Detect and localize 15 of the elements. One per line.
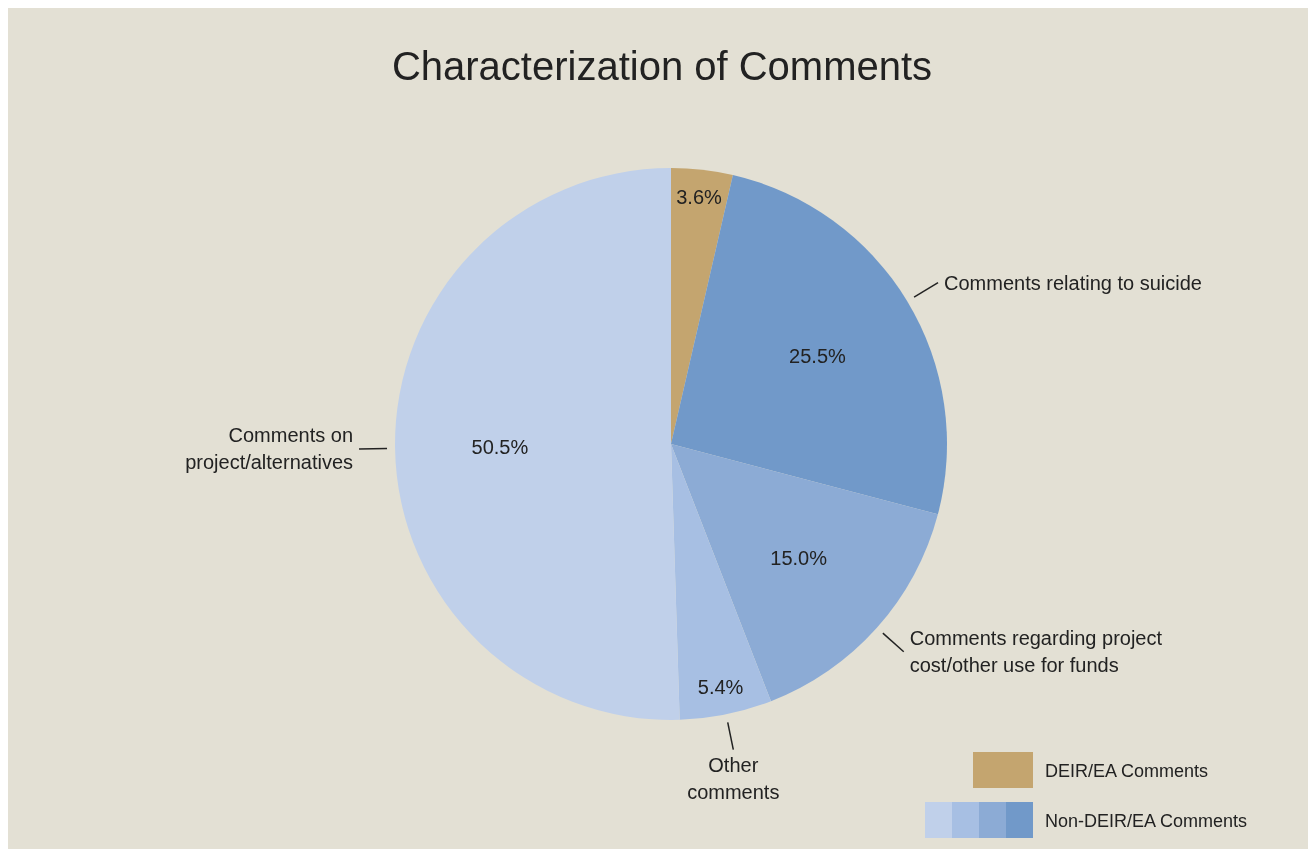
slice-label: Comments relating to suicide	[944, 271, 1202, 294]
slice-label: Comments regarding project cost/other use for funds	[909, 627, 1163, 677]
pie-slice	[671, 175, 947, 515]
pie-slice	[671, 168, 733, 444]
data-label: 25.5%	[789, 344, 847, 367]
chart-title: Characterization of Comments	[391, 44, 933, 88]
legend-label: DEIR/EA Comments	[1045, 761, 1209, 781]
slice-label: Other comments	[687, 753, 780, 803]
data-label: 50.5%	[471, 435, 529, 458]
slice-label: Comments on project/alternatives	[185, 424, 354, 474]
data-label: 15.0%	[770, 546, 828, 569]
data-label: 3.6%	[676, 186, 723, 209]
data-label: 5.4%	[697, 676, 744, 699]
pie-slice	[671, 444, 771, 720]
text: Non-DEIR/EA Comments	[1045, 811, 1248, 831]
